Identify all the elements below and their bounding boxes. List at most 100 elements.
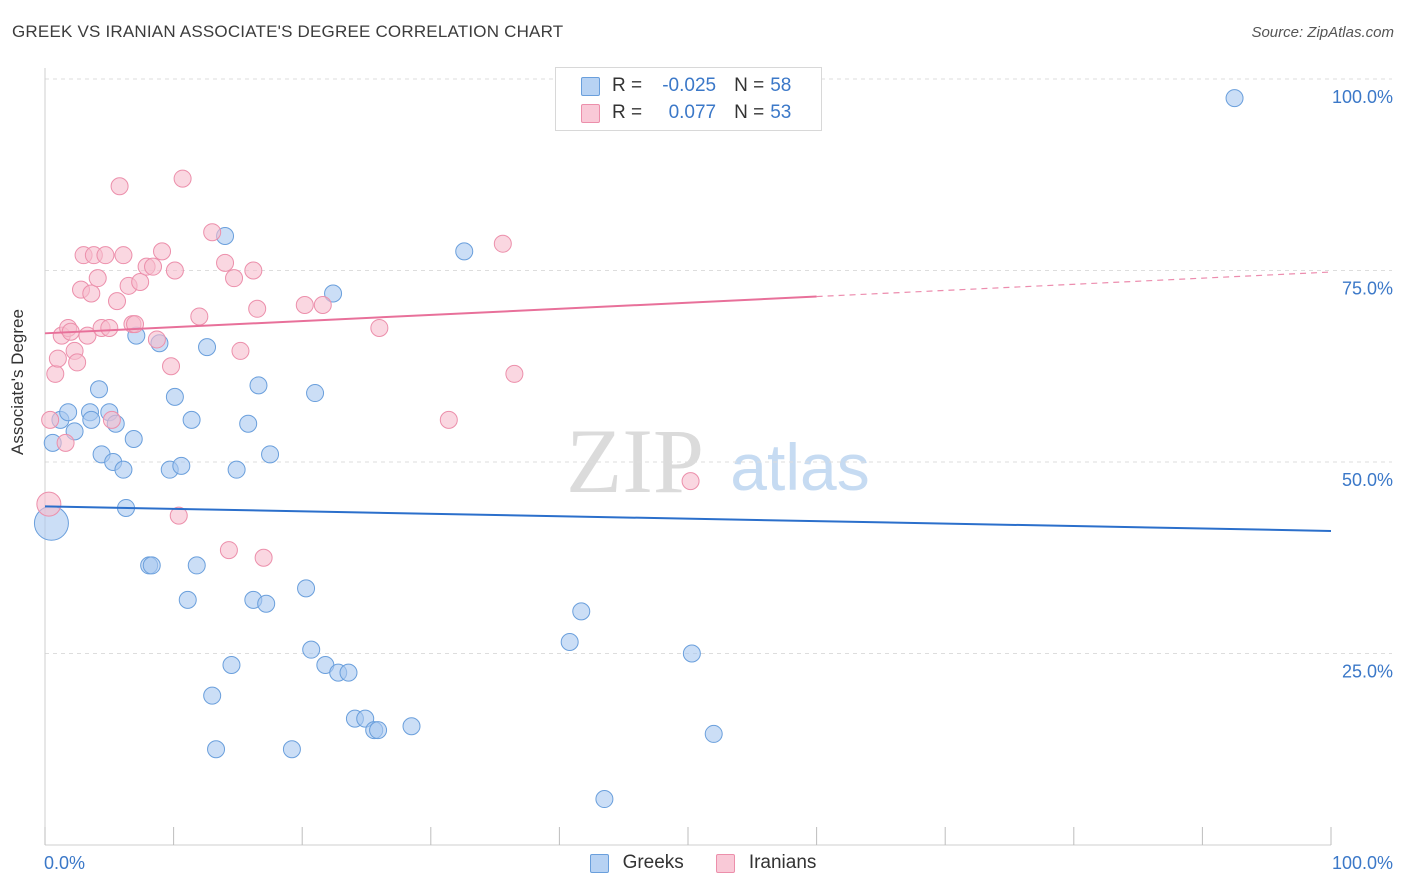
- source-label: Source: ZipAtlas.com: [1251, 24, 1394, 41]
- greeks-point: [560, 633, 579, 652]
- legend-label-greeks: Greeks: [622, 852, 684, 873]
- greeks-point: [306, 384, 325, 403]
- legend-n-value: 58: [770, 75, 792, 96]
- y-axis-label: Associate's Degree: [8, 309, 27, 455]
- iranians-swatch: [581, 103, 600, 123]
- iranians-point: [46, 364, 65, 383]
- iranians-point: [190, 307, 209, 326]
- iranians-point: [96, 246, 115, 265]
- greeks-point: [302, 640, 321, 659]
- greeks-point: [182, 410, 201, 429]
- greeks-swatch: [581, 76, 600, 96]
- iranians-point: [162, 357, 181, 376]
- iranians-trend-line: [44, 295, 817, 335]
- chart-title: GREEK VS IRANIAN ASSOCIATE'S DEGREE CORR…: [12, 22, 564, 41]
- iranians-point: [219, 541, 238, 560]
- iranians-point: [439, 410, 458, 429]
- greeks-point: [142, 556, 161, 575]
- iranians-point: [153, 242, 172, 261]
- greeks-point: [249, 376, 268, 395]
- greeks-point: [1225, 89, 1244, 108]
- greeks-point: [257, 594, 276, 613]
- iranians-point: [370, 318, 389, 337]
- iranians-point: [493, 234, 512, 253]
- y-tick-label: 75.0%: [1342, 279, 1393, 299]
- iranians-point: [505, 364, 524, 383]
- iranians-point: [244, 261, 263, 280]
- greeks-point: [595, 790, 614, 809]
- series-legend: Greeks Iranians: [0, 852, 1406, 874]
- iranians-point: [681, 472, 700, 491]
- greeks-point: [261, 445, 280, 464]
- greeks-point: [402, 717, 421, 736]
- iranians-point: [110, 177, 129, 196]
- greeks-trend-line: [44, 505, 1332, 532]
- iranians-point: [248, 299, 267, 318]
- legend-n-value: 53: [770, 102, 792, 123]
- iranians-point: [102, 410, 121, 429]
- iranians-point: [56, 433, 75, 452]
- legend-r-label: R =: [612, 102, 643, 123]
- greeks-point: [369, 721, 388, 740]
- y-tick-label: 25.0%: [1342, 662, 1393, 682]
- greeks-point: [124, 430, 143, 449]
- legend-item-greeks: Greeks: [589, 852, 684, 874]
- watermark-zip: ZIP: [566, 410, 704, 512]
- iranians-point: [173, 169, 192, 188]
- iranians-point: [225, 269, 244, 288]
- legend-r-value: 0.077: [668, 102, 717, 123]
- legend-r-label: R =: [612, 75, 643, 96]
- greeks-point: [704, 724, 723, 743]
- iranians-point: [147, 330, 166, 349]
- greeks-point: [682, 644, 701, 663]
- greeks-point: [172, 456, 191, 475]
- greeks-point: [324, 284, 343, 303]
- greeks-legend-swatch: [589, 853, 609, 873]
- iranians-point: [48, 349, 67, 368]
- greeks-point: [282, 740, 301, 759]
- greeks-point: [203, 686, 222, 705]
- iranians-point: [313, 295, 332, 314]
- legend-n-label: N =: [734, 75, 765, 96]
- greeks-point: [207, 740, 226, 759]
- iranians-point: [254, 548, 273, 567]
- greeks-point: [178, 590, 197, 609]
- greeks-point: [165, 387, 184, 406]
- legend-item-iranians: Iranians: [715, 852, 817, 874]
- iranians-point: [36, 491, 62, 517]
- legend-r-value: -0.025: [662, 75, 717, 96]
- stats-legend: R = -0.025 N = 58 R = 0.077 N = 53: [555, 67, 822, 131]
- greeks-point: [239, 414, 258, 433]
- greeks-point: [455, 242, 474, 261]
- iranians-point: [231, 341, 250, 360]
- legend-row-greeks: R = -0.025 N = 58: [581, 74, 791, 98]
- greeks-point: [297, 579, 316, 598]
- watermark-atlas: atlas: [730, 430, 869, 504]
- iranians-point: [144, 257, 163, 276]
- greeks-point: [572, 602, 591, 621]
- iranians-point: [41, 410, 60, 429]
- iranians-point: [114, 246, 133, 265]
- legend-n-label: N =: [734, 102, 765, 123]
- x-tick-label: 100.0%: [1332, 853, 1393, 873]
- iranians-trend-extension: [816, 271, 1332, 298]
- iranians-point: [82, 284, 101, 303]
- iranians-point: [169, 506, 188, 525]
- y-tick-label: 50.0%: [1342, 470, 1393, 490]
- iranians-point: [216, 253, 235, 272]
- iranians-point: [131, 272, 150, 291]
- iranians-point: [295, 295, 314, 314]
- x-tick-label: 0.0%: [44, 853, 85, 873]
- iranians-point: [108, 292, 127, 311]
- greeks-point: [82, 410, 101, 429]
- iranians-point: [100, 318, 119, 337]
- iranians-legend-swatch: [715, 853, 735, 873]
- legend-row-iranians: R = 0.077 N = 53: [581, 101, 791, 125]
- greeks-point: [227, 460, 246, 479]
- greeks-point: [339, 663, 358, 682]
- legend-label-iranians: Iranians: [748, 852, 817, 873]
- greeks-point: [222, 655, 241, 674]
- greeks-point: [198, 338, 217, 357]
- iranians-point: [203, 223, 222, 242]
